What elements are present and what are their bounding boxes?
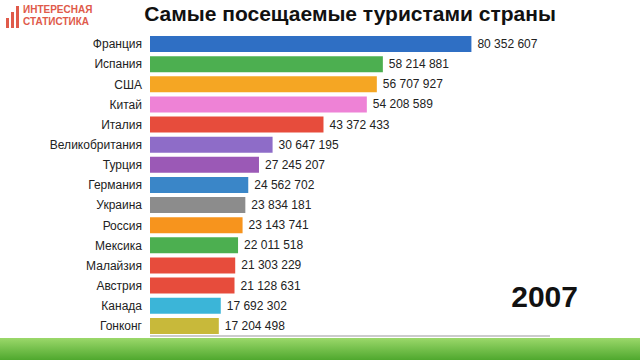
svg-text:США: США bbox=[114, 78, 142, 92]
svg-text:23 143 741: 23 143 741 bbox=[249, 218, 309, 232]
svg-text:Китай: Китай bbox=[110, 98, 142, 112]
svg-text:Австрия: Австрия bbox=[96, 279, 142, 293]
svg-text:22 011 518: 22 011 518 bbox=[244, 238, 303, 252]
html-text:СТАТИСТИКА: СТАТИСТИКА bbox=[23, 16, 90, 27]
svg-text:23 834 181: 23 834 181 bbox=[251, 198, 311, 212]
html-text:2007: 2007 bbox=[511, 280, 578, 313]
html-text:Самые посещаемые туристами стр: Самые посещаемые туристами страны bbox=[144, 2, 556, 25]
svg-text:80 352 607: 80 352 607 bbox=[477, 37, 537, 51]
svg-text:43 372 433: 43 372 433 bbox=[329, 118, 389, 132]
svg-text:Канада: Канада bbox=[101, 299, 142, 313]
svg-text:Германия: Германия bbox=[88, 178, 142, 192]
svg-text:21 303 229: 21 303 229 bbox=[241, 258, 301, 272]
svg-text:Россия: Россия bbox=[103, 219, 142, 233]
svg-text:Малайзия: Малайзия bbox=[86, 259, 142, 273]
svg-text:Турция: Турция bbox=[103, 158, 142, 172]
svg-text:58 214 881: 58 214 881 bbox=[389, 57, 449, 71]
svg-text:56 707 927: 56 707 927 bbox=[383, 77, 443, 91]
svg-text:21 128 631: 21 128 631 bbox=[241, 279, 301, 293]
svg-text:30 647 195: 30 647 195 bbox=[279, 138, 339, 152]
svg-text:Испания: Испания bbox=[94, 57, 142, 71]
svg-text:Украина: Украина bbox=[96, 198, 142, 212]
svg-text:17 204 498: 17 204 498 bbox=[225, 319, 285, 333]
svg-text:24 562 702: 24 562 702 bbox=[254, 178, 314, 192]
html-text:ИНТЕРЕСНАЯ: ИНТЕРЕСНАЯ bbox=[23, 4, 93, 15]
svg-text:17 692 302: 17 692 302 bbox=[227, 299, 287, 313]
svg-text:Великобритания: Великобритания bbox=[50, 138, 142, 152]
svg-text:Франция: Франция bbox=[93, 37, 142, 51]
svg-text:Италия: Италия bbox=[101, 118, 142, 132]
svg-text:Гонконг: Гонконг bbox=[100, 319, 143, 333]
svg-text:Мексика: Мексика bbox=[95, 239, 142, 253]
svg-text:54 208 589: 54 208 589 bbox=[373, 97, 433, 111]
svg-text:27 245 207: 27 245 207 bbox=[265, 158, 325, 172]
